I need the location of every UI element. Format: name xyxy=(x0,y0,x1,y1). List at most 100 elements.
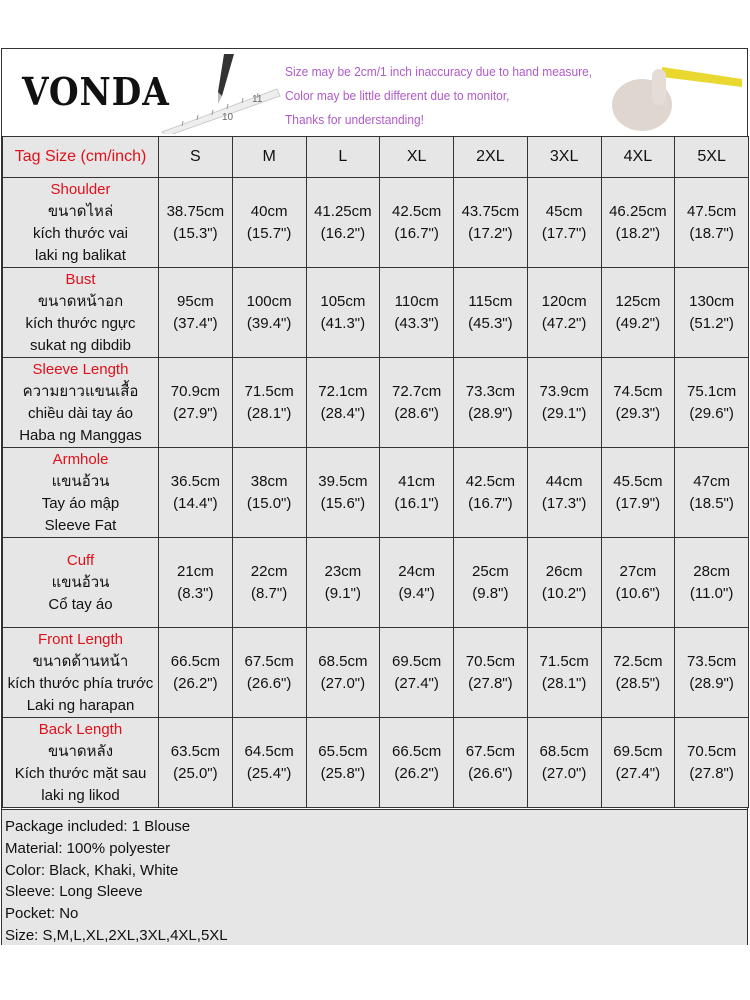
measurement-cell: 45cm (17.7") xyxy=(526,177,602,268)
measurement-row: Armhole แขนอ้วน Tay áo mập Sleeve Fat 36.5cm… xyxy=(2,447,749,538)
value-inch: (8.3") xyxy=(177,584,214,602)
size-header: L xyxy=(305,136,381,178)
svg-text:10: 10 xyxy=(222,112,234,123)
value-cm: 70.9cm xyxy=(170,382,220,400)
measurement-cell: 42.5cm (16.7") xyxy=(379,177,454,268)
value-cm: 24cm xyxy=(398,562,435,580)
value-cm: 42.5cm xyxy=(465,472,515,490)
value-cm: 95cm xyxy=(177,292,214,310)
note-line: Color may be little different due to mon… xyxy=(285,88,510,103)
value-cm: 41cm xyxy=(398,472,435,490)
value-cm: 45cm xyxy=(545,202,583,220)
value-inch: (49.2") xyxy=(615,314,661,332)
value-cm: 74.5cm xyxy=(613,382,663,400)
value-inch: (27.4") xyxy=(394,674,439,692)
measurement-label: Sleeve Length ความยาวแขนเสื้อ chiều dài ta… xyxy=(2,357,159,448)
value-cm: 67.5cm xyxy=(244,652,294,670)
measurement-cell: 125cm (49.2") xyxy=(600,267,676,358)
measurement-translation: Haba ng Manggas xyxy=(19,426,142,444)
size-header: 4XL xyxy=(600,136,676,178)
value-cm: 68.5cm xyxy=(539,742,589,760)
measurement-row: Bust ขนาดหน้าอก kích thước ngực sukat ng di… xyxy=(2,267,749,358)
value-inch: (8.7") xyxy=(251,584,288,602)
measurement-translation: ความยาวแขนเสื้อ xyxy=(22,382,139,400)
measurement-label: Back Length ขนาดหลัง Kích thước mặt sau lak… xyxy=(2,717,159,808)
measurement-cell: 105cm (41.3") xyxy=(305,267,381,358)
value-inch: (15.7") xyxy=(246,224,292,242)
value-inch: (51.2") xyxy=(689,314,734,332)
value-inch: (27.4") xyxy=(615,764,661,782)
detail-line: Sleeve: Long Sleeve xyxy=(5,883,143,901)
measurement-translation: ขนาดหลัง xyxy=(47,742,114,760)
value-inch: (27.8") xyxy=(468,674,513,692)
value-cm: 71.5cm xyxy=(539,652,589,670)
disclaimer-notes: Size may be 2cm/1 inch inaccuracy due to… xyxy=(285,60,592,132)
value-cm: 130cm xyxy=(689,292,735,310)
value-inch: (27.8") xyxy=(689,764,734,782)
measurement-cell: 66.5cm (26.2") xyxy=(379,717,454,808)
measurement-cell: 115cm (45.3") xyxy=(453,267,528,358)
measurement-label: Front Length ขนาดด้านหน้า kích thước phía … xyxy=(2,627,159,718)
size-table: Tag Size (cm/inch) S M L XL 2XL 3XL 4XL … xyxy=(2,136,749,808)
value-cm: 72.1cm xyxy=(318,382,368,400)
value-inch: (27.0") xyxy=(320,674,366,692)
value-cm: 68.5cm xyxy=(318,652,368,670)
size-header: XL xyxy=(379,136,454,178)
value-cm: 63.5cm xyxy=(170,742,220,760)
value-inch: (26.6") xyxy=(468,764,513,782)
value-cm: 73.9cm xyxy=(539,382,589,400)
measurement-row: Front Length ขนาดด้านหน้า kích thước phía … xyxy=(2,627,749,718)
measurement-cell: 21cm (8.3") xyxy=(158,537,233,628)
detail-line: Package included: 1 Blouse xyxy=(5,818,191,835)
value-inch: (27.0") xyxy=(541,764,587,782)
measurement-cell: 38cm (15.0") xyxy=(231,447,307,538)
value-cm: 38cm xyxy=(250,472,288,490)
value-cm: 36.5cm xyxy=(170,472,220,490)
value-inch: (28.4") xyxy=(320,404,366,422)
value-cm: 23cm xyxy=(324,562,362,580)
value-cm: 73.3cm xyxy=(465,382,515,400)
value-inch: (17.7") xyxy=(541,224,587,242)
measurement-cell: 38.75cm (15.3") xyxy=(158,177,233,268)
measurement-cell: 70.5cm (27.8") xyxy=(453,627,528,718)
value-inch: (11.0") xyxy=(689,584,734,602)
measurement-cell: 41.25cm (16.2") xyxy=(305,177,381,268)
value-inch: (41.3") xyxy=(320,314,366,332)
value-cm: 72.5cm xyxy=(613,652,663,670)
measurement-title: Sleeve Length xyxy=(32,360,129,378)
value-inch: (17.3") xyxy=(541,494,587,512)
value-inch: (43.3") xyxy=(394,314,439,332)
size-header: 2XL xyxy=(453,136,528,178)
value-inch: (9.8") xyxy=(472,584,509,602)
value-inch: (29.1") xyxy=(541,404,587,422)
measurement-translation: Tay áo mập xyxy=(41,494,120,512)
value-cm: 40cm xyxy=(250,202,288,220)
measurement-cell: 24cm (9.4") xyxy=(379,537,454,628)
value-cm: 47.5cm xyxy=(687,202,737,220)
note-line: Size may be 2cm/1 inch inaccuracy due to… xyxy=(285,64,593,79)
measurement-translation: Sleeve Fat xyxy=(44,516,117,534)
value-cm: 67.5cm xyxy=(465,742,515,760)
value-cm: 39.5cm xyxy=(318,472,368,490)
measurement-cell: 69.5cm (27.4") xyxy=(600,717,676,808)
measurement-translation: kích thước phía trước xyxy=(7,674,154,692)
measurement-label: Cuff แขนอ้วน Cổ tay áo xyxy=(2,537,159,628)
value-inch: (25.8") xyxy=(320,764,366,782)
detail-line: Size: S,M,L,XL,2XL,3XL,4XL,5XL xyxy=(5,926,228,944)
value-inch: (18.5") xyxy=(689,494,734,512)
measurement-translation: แขนอ้วน xyxy=(51,472,110,490)
value-cm: 66.5cm xyxy=(170,652,220,670)
value-inch: (17.9") xyxy=(615,494,661,512)
measurement-cell: 47.5cm (18.7") xyxy=(674,177,749,268)
measurement-cell: 23cm (9.1") xyxy=(305,537,381,628)
measurement-cell: 42.5cm (16.7") xyxy=(453,447,528,538)
measurement-cell: 40cm (15.7") xyxy=(231,177,307,268)
measurement-cell: 68.5cm (27.0") xyxy=(305,627,381,718)
measurement-translation: แขนอ้วน xyxy=(51,573,110,591)
measurement-row: Shoulder ขนาดไหล่ kích thước vai laki ng ba… xyxy=(2,177,749,268)
measurement-label: Shoulder ขนาดไหล่ kích thước vai laki ng ba… xyxy=(2,177,159,268)
value-inch: (28.9") xyxy=(468,404,513,422)
measurement-translation: Kích thước mặt sau xyxy=(14,764,147,782)
detail-line: Color: Black, Khaki, White xyxy=(5,861,179,879)
value-cm: 73.5cm xyxy=(687,652,737,670)
